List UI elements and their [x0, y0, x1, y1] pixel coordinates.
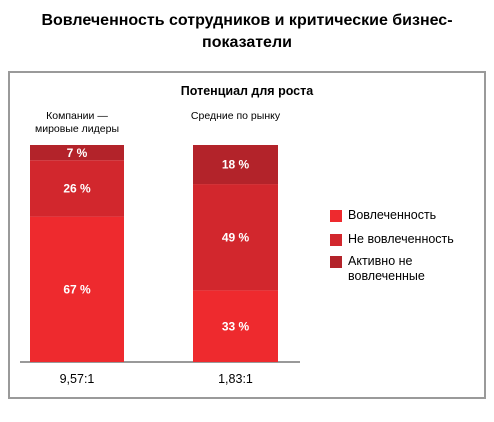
legend-swatch	[330, 256, 342, 268]
legend-label: Вовлеченность	[348, 208, 437, 222]
ratio-label: 1,83:1	[218, 372, 253, 386]
value-label: 33 %	[222, 319, 250, 333]
bar-segment	[193, 290, 278, 362]
bar-segment	[193, 145, 278, 185]
chart-title: Вовлеченность сотрудников и критические …	[41, 12, 453, 51]
value-label: 49 %	[222, 230, 250, 244]
value-label: 18 %	[222, 158, 250, 172]
legend-swatch	[330, 234, 342, 246]
legend-label: Активно не вовлеченные	[348, 254, 425, 283]
bar-segment	[30, 216, 124, 362]
value-label: 67 %	[63, 282, 91, 296]
category-label: Средние по рынку	[190, 110, 281, 122]
legend-label: Не вовлеченность	[348, 232, 454, 246]
legend-swatch	[330, 210, 342, 222]
bar-segment	[30, 160, 124, 217]
chart-subtitle: Потенциал для роста	[180, 84, 314, 98]
bar-segment	[30, 145, 124, 161]
category-label: Компании — мировые лидеры	[35, 110, 119, 135]
bar-segment	[193, 184, 278, 291]
frame	[8, 71, 486, 399]
value-label: 26 %	[63, 182, 91, 196]
value-label: 7 %	[67, 146, 88, 160]
ratio-label: 9,57:1	[59, 372, 95, 386]
